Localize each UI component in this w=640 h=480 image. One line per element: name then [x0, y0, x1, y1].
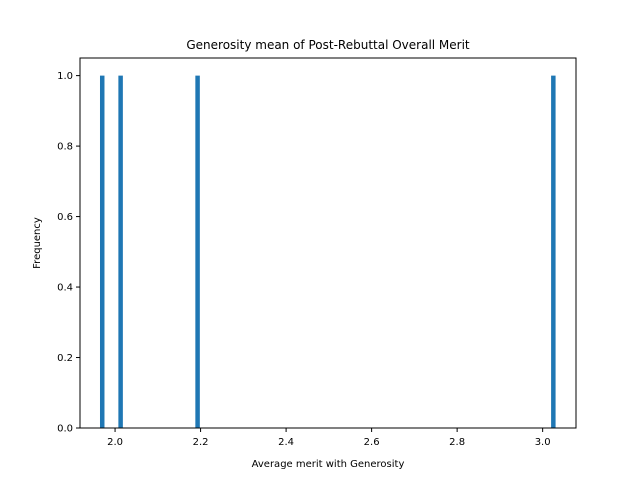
bars-group [99, 75, 556, 428]
y-ticks: 0.0 0.2 0.4 0.6 0.8 1.0 [57, 71, 80, 435]
x-ticks: 2.0 2.2 2.4 2.6 2.8 3.0 [107, 428, 551, 448]
y-tick-label: 0.8 [57, 142, 73, 153]
chart-title: Generosity mean of Post-Rebuttal Overall… [186, 38, 470, 52]
histogram-bar-4 [551, 75, 556, 428]
x-tick-label: 3.0 [535, 437, 551, 448]
histogram-bar-3 [195, 75, 200, 428]
histogram-bar-1 [99, 75, 105, 428]
x-tick-label: 2.8 [449, 437, 465, 448]
x-tick-label: 2.0 [107, 437, 123, 448]
histogram-bar-2 [118, 75, 123, 428]
x-tick-label: 2.6 [364, 437, 380, 448]
x-tick-label: 2.2 [193, 437, 209, 448]
y-tick-label: 0.4 [57, 283, 73, 294]
y-axis-label: Frequency [32, 217, 43, 269]
y-tick-label: 1.0 [57, 71, 73, 82]
y-tick-label: 0.6 [57, 212, 73, 223]
y-tick-label: 0.2 [57, 353, 73, 364]
x-tick-label: 2.4 [278, 437, 294, 448]
y-tick-label: 0.0 [57, 424, 73, 435]
x-axis-label: Average merit with Generosity [252, 459, 405, 470]
plot-frame [79, 57, 577, 429]
